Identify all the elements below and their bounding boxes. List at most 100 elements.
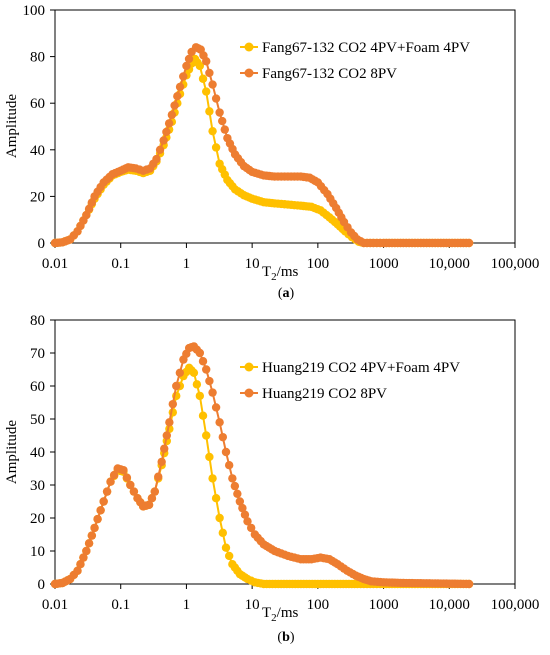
y-tick-label: 20: [30, 511, 45, 527]
x-tick-label: 1: [183, 256, 191, 272]
data-point: [179, 72, 188, 81]
legend-label: Huang219 CO2 4PV+Foam 4PV: [262, 360, 460, 376]
data-point: [218, 116, 227, 126]
data-point: [211, 143, 221, 152]
panel-caption: (b): [277, 630, 294, 645]
data-point: [162, 127, 171, 137]
data-point: [202, 431, 211, 440]
x-tick-label: 0.1: [111, 256, 130, 272]
data-point: [189, 368, 199, 377]
data-point: [175, 82, 185, 92]
series-1: [50, 43, 474, 248]
data-point: [202, 57, 211, 66]
data-point: [165, 418, 174, 427]
y-tick-label: 0: [38, 236, 46, 252]
data-point: [215, 513, 224, 523]
data-point: [170, 101, 179, 110]
y-tick-label: 50: [30, 412, 45, 428]
data-point: [195, 61, 205, 71]
legend-marker: [244, 362, 254, 372]
data-point: [211, 403, 221, 412]
data-point: [164, 119, 174, 128]
data-point: [172, 381, 181, 391]
data-point: [155, 145, 165, 154]
data-point: [82, 546, 91, 556]
series-line: [54, 57, 470, 244]
legend-marker: [244, 42, 254, 52]
data-point: [84, 539, 94, 548]
x-tick-label: 10,000: [429, 597, 470, 613]
data-point: [464, 238, 474, 248]
y-tick-label: 40: [30, 445, 45, 461]
data-point: [228, 474, 237, 483]
y-axis-title: Amplitude: [4, 420, 20, 485]
legend-label: Huang219 CO2 8PV: [262, 386, 387, 402]
data-point: [221, 447, 231, 457]
data-point: [238, 503, 247, 513]
data-point: [224, 551, 234, 561]
legend-item: Fang67-132 CO2 8PV: [240, 66, 397, 82]
x-tick-label: 10: [245, 256, 260, 272]
legend-marker: [244, 68, 254, 78]
data-point: [87, 531, 97, 540]
data-point: [208, 126, 217, 136]
y-tick-label: 100: [23, 3, 46, 19]
data-point: [233, 489, 242, 498]
y-tick-label: 80: [30, 313, 45, 329]
y-tick-label: 80: [30, 50, 45, 66]
data-point: [162, 431, 171, 440]
y-tick-label: 60: [30, 379, 45, 395]
legend-item: Fang67-132 CO2 4PV+Foam 4PV: [240, 40, 470, 56]
data-point: [211, 94, 221, 103]
data-point: [73, 566, 82, 575]
data-point: [205, 452, 214, 462]
x-tick-label: 100: [307, 256, 330, 272]
data-point: [126, 480, 135, 490]
legend-label: Fang67-132 CO2 4PV+Foam 4PV: [262, 40, 470, 56]
data-point: [167, 110, 177, 120]
y-tick-label: 40: [30, 143, 45, 159]
data-point: [198, 357, 208, 366]
chart-panel-b: 0 10 20 30 40 50 60 70 80 0.01 0.1 1 10 100 1000 10,00…: [4, 313, 539, 645]
data-point: [159, 136, 168, 145]
data-point: [154, 472, 163, 481]
x-tick-label: 0.1: [111, 597, 130, 613]
data-point: [211, 494, 221, 503]
data-point: [208, 80, 217, 89]
data-point: [150, 487, 159, 496]
data-point: [205, 107, 214, 116]
y-tick-label: 0: [38, 577, 46, 593]
legend-item: Huang219 CO2 8PV: [240, 386, 387, 402]
data-point: [205, 376, 214, 386]
data-point: [235, 497, 245, 506]
data-point: [198, 74, 208, 83]
data-point: [76, 560, 85, 569]
x-axis-title: T2/ms: [262, 264, 299, 283]
y-tick-label: 60: [30, 96, 45, 112]
data-point: [240, 510, 250, 519]
x-tick-label: 1000: [369, 597, 399, 613]
data-point: [215, 108, 224, 117]
data-point: [464, 579, 474, 589]
data-point: [220, 125, 229, 134]
data-point: [195, 348, 205, 358]
data-point: [119, 465, 128, 475]
data-point: [243, 517, 252, 526]
data-point: [192, 380, 202, 389]
data-point: [218, 432, 228, 442]
data-point: [144, 500, 154, 509]
data-point: [208, 388, 217, 397]
x-tick-label: 10: [245, 597, 260, 613]
data-point: [99, 497, 108, 506]
chart-panel-a: 0 20 40 60 80 100 0.01 0.1 1 10 100 1000 10,000 100,…: [4, 3, 539, 301]
data-point: [175, 368, 185, 377]
data-point: [147, 494, 157, 503]
data-point: [202, 365, 211, 374]
data-point: [152, 154, 161, 164]
panel-caption: (a): [278, 286, 295, 301]
data-point: [129, 487, 139, 496]
data-point: [246, 523, 256, 533]
data-point: [96, 506, 105, 515]
data-point: [202, 87, 211, 96]
